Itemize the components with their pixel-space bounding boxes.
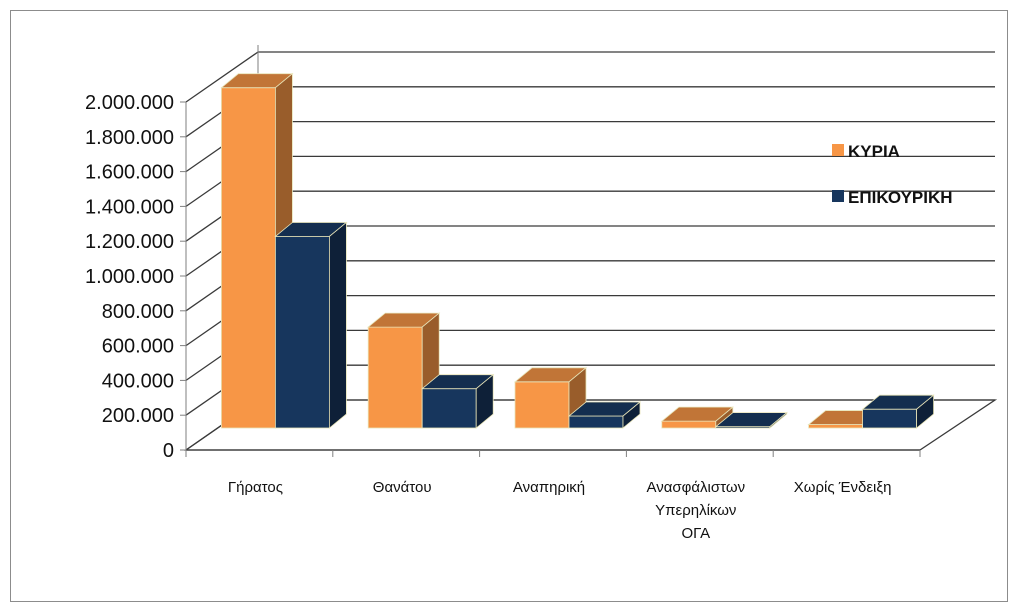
bar-front-0: [220, 87, 276, 429]
y-tick-label: 200.000: [102, 405, 174, 427]
category-label: Αναπηρική: [513, 479, 585, 496]
category-label: Χωρίς Ένδειξη: [794, 479, 892, 496]
bar-front-0: [367, 326, 423, 429]
y-tick-label: 400.000: [102, 370, 174, 392]
category-label: Γήρατος: [228, 479, 283, 496]
bar-front-1: [862, 408, 917, 429]
y-tick-label: 1.200.000: [85, 231, 174, 253]
bar-front-1: [421, 388, 477, 429]
bar-front-1: [274, 236, 330, 429]
y-tick-label: 2.000.000: [85, 92, 174, 114]
bar-side-1: [916, 394, 934, 429]
legend-label: ΕΠΙΚΟΥΡΙΚΗ: [848, 188, 953, 207]
bar-side-1: [329, 221, 347, 429]
category-label: ΟΓΑ: [682, 525, 711, 542]
chart-frame: [10, 10, 1008, 602]
legend-swatch: [832, 190, 844, 202]
y-tick-label: 1.600.000: [85, 162, 174, 184]
y-tick-label: 1.000.000: [85, 266, 174, 288]
legend-label: ΚΥΡΙΑ: [848, 142, 900, 161]
category-label: Υπερηλίκων: [655, 502, 736, 519]
bar-front-1: [568, 415, 624, 429]
y-tick-label: 600.000: [102, 336, 174, 358]
gridline-depth: [185, 51, 259, 103]
y-tick-label: 1.800.000: [85, 127, 174, 149]
y-tick-label: 0: [163, 440, 174, 462]
y-tick-label: 1.400.000: [85, 196, 174, 218]
legend-swatch: [832, 144, 844, 156]
bar-side-1: [622, 401, 641, 429]
bar-front-0: [661, 420, 717, 429]
category-label: Θανάτου: [373, 479, 432, 496]
category-label: Ανασφάλιστων: [647, 479, 746, 496]
bar-side-1: [475, 373, 494, 429]
bar-front-0: [514, 381, 570, 429]
y-tick-label: 800.000: [102, 301, 174, 323]
bar-front-0: [808, 424, 863, 429]
bar-side-1: [769, 411, 788, 429]
